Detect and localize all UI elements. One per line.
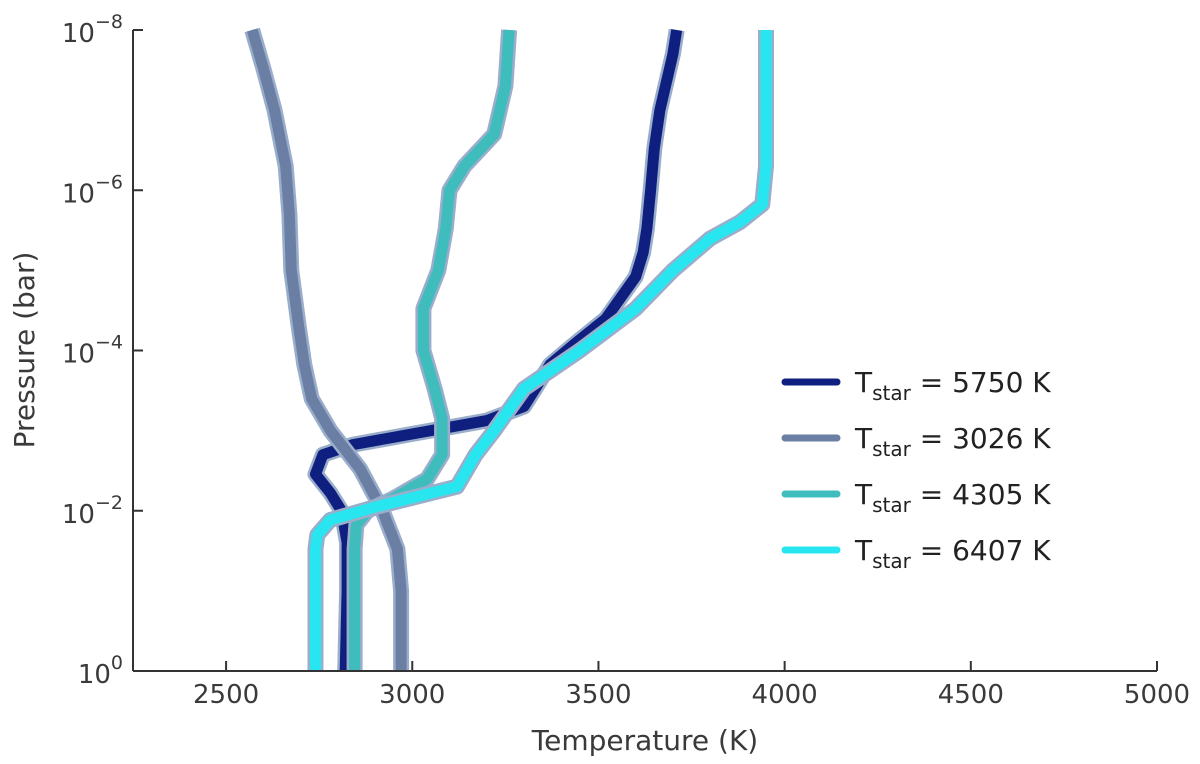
legend-item-1: Tstar = 5750 K	[781, 366, 1051, 405]
axes	[132, 30, 1157, 672]
series-2-line	[244, 27, 410, 671]
y-tick-label: 100	[78, 652, 123, 690]
x-tick-label: 4500	[938, 680, 1004, 710]
x-axis-label: Temperature (K)	[531, 724, 758, 757]
legend: Tstar = 5750 K Tstar = 3026 K Tstar = 4305…	[781, 366, 1051, 573]
x-tick-label: 3000	[379, 680, 445, 710]
y-tick-label: 10−2	[62, 492, 123, 530]
legend-label: Tstar = 4305 K	[854, 478, 1051, 517]
legend-item-3: Tstar = 4305 K	[781, 478, 1051, 517]
legend-label: Tstar = 3026 K	[854, 422, 1051, 461]
y-ticks: 10−8 10−6 10−4 10−2 100	[62, 11, 143, 690]
legend-label: Tstar = 5750 K	[854, 366, 1051, 405]
series-4-outline	[307, 30, 774, 671]
x-tick-label: 2500	[193, 680, 259, 710]
series-4-line	[307, 30, 774, 671]
y-axis-label: Pressure (bar)	[8, 252, 41, 449]
y-tick-label: 10−4	[62, 332, 123, 370]
y-tick-label: 10−8	[62, 11, 123, 49]
series-2-core	[246, 28, 407, 671]
x-tick-label: 4000	[752, 680, 818, 710]
x-tick-label: 3500	[565, 680, 631, 710]
y-tick-label: 10−6	[62, 171, 123, 209]
series-4-core	[310, 30, 772, 671]
legend-label: Tstar = 6407 K	[854, 534, 1051, 573]
series-lines	[244, 27, 774, 672]
x-ticks: 2500 3000 3500 4000 4500 5000	[193, 661, 1190, 710]
series-3-outline	[346, 29, 518, 671]
legend-item-2: Tstar = 3026 K	[781, 422, 1051, 461]
legend-item-4: Tstar = 6407 K	[781, 534, 1051, 573]
x-tick-label: 5000	[1124, 680, 1190, 710]
series-3-core	[349, 29, 515, 671]
series-3-line	[346, 29, 518, 671]
